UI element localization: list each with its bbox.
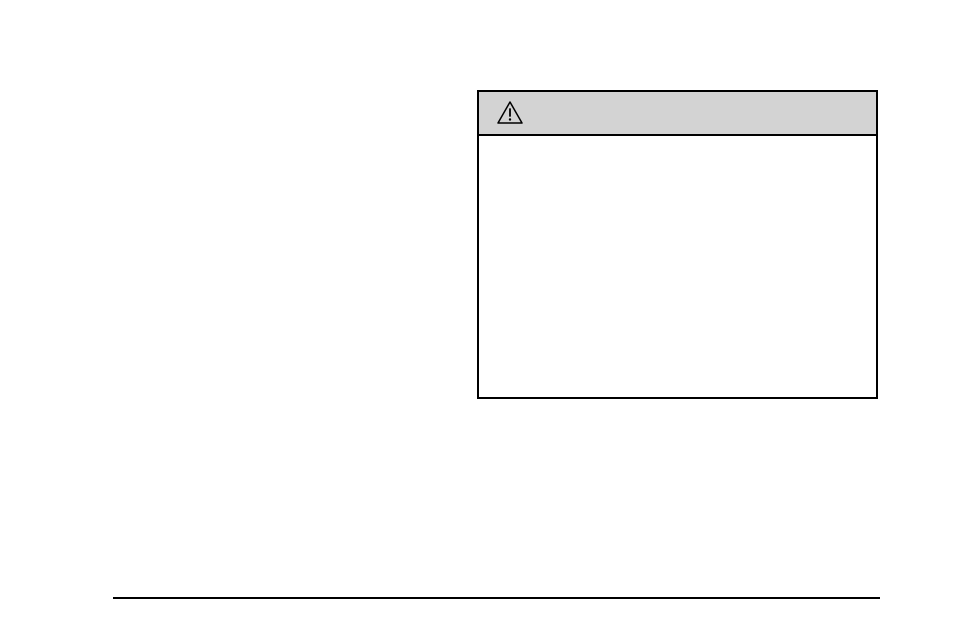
caution-body <box>479 136 876 395</box>
caution-box <box>477 90 878 399</box>
caution-header <box>479 92 876 136</box>
warning-triangle-icon <box>497 101 523 125</box>
horizontal-rule <box>113 597 880 599</box>
